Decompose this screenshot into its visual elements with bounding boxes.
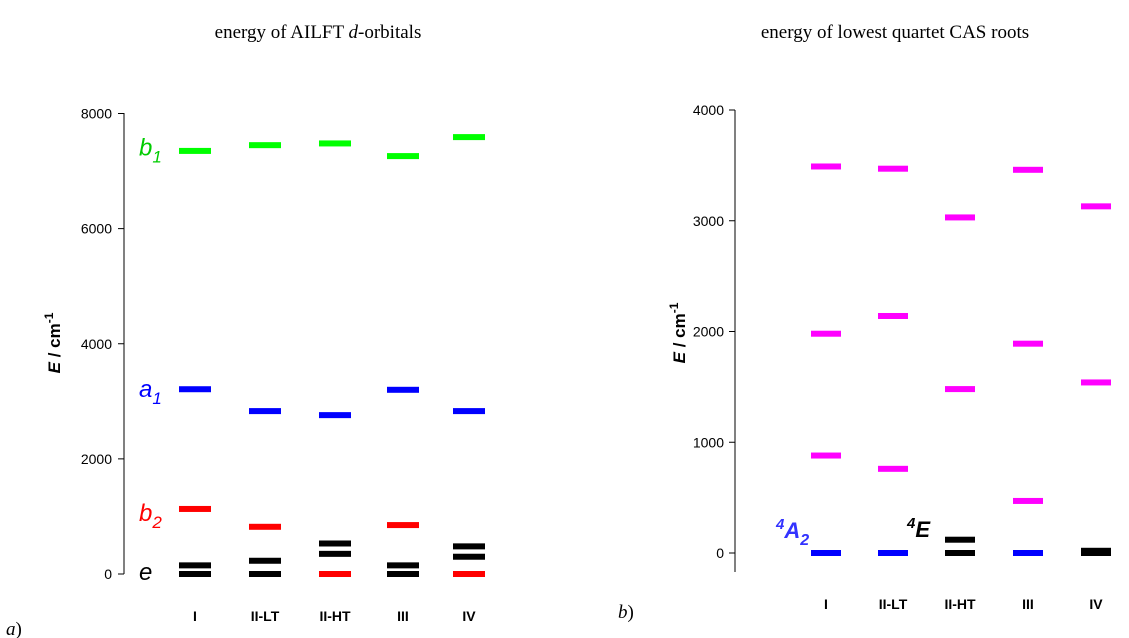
panel-b-label-4A2: 4A2 bbox=[775, 516, 809, 549]
panel-a-level-e bbox=[249, 571, 281, 577]
panel-a-level-e bbox=[179, 562, 211, 569]
panel-a-label-b2: b2 bbox=[139, 500, 162, 532]
panel-a-level-e bbox=[319, 540, 351, 547]
panel-a-y-label: E / cm-1 bbox=[42, 312, 64, 373]
panel-b-level-excited bbox=[1081, 203, 1111, 210]
panel-a-x-category-label: IV bbox=[462, 608, 476, 624]
panel-a-level-b2 bbox=[319, 571, 351, 577]
panel-a-level-e bbox=[453, 543, 485, 550]
panel-a-y-tick-label: 4000 bbox=[81, 336, 112, 352]
panel-a-level-b1 bbox=[179, 147, 211, 154]
panel-b-level-4E bbox=[945, 550, 975, 556]
panel-a-level-a1 bbox=[387, 386, 419, 393]
panel-b-level-excited bbox=[878, 465, 908, 472]
panel-b-level-excited bbox=[878, 312, 908, 319]
panel-a-level-e bbox=[387, 571, 419, 577]
panel-b-y-tick-label: 0 bbox=[716, 545, 724, 561]
panel-b-level-excited bbox=[1013, 166, 1043, 173]
panel-b-level-excited bbox=[878, 165, 908, 172]
panel-b-level-4A2 bbox=[878, 550, 908, 556]
panel-b-level-excited bbox=[1013, 340, 1043, 347]
panel-a-level-e bbox=[453, 553, 485, 560]
panel-b-x-category-label: III bbox=[1022, 596, 1034, 612]
panel-b-level-excited bbox=[945, 386, 975, 393]
panel-a-label-e: e bbox=[139, 559, 152, 586]
panel-b-title: energy of lowest quartet CAS roots bbox=[761, 22, 1029, 43]
panel-a-level-e bbox=[179, 571, 211, 577]
panel-b-level-excited bbox=[811, 330, 841, 337]
panel-a-x-category-label: II-LT bbox=[251, 608, 280, 624]
panel-b-x-category-label: I bbox=[824, 596, 828, 612]
panel-a-level-b2 bbox=[453, 571, 485, 577]
panel-a-chart: energy of AILFT d-orbitals 0 2000 4000 6000… bbox=[6, 22, 485, 638]
panel-b-label: b) bbox=[618, 602, 634, 623]
panel-a-y-tick-label: 6000 bbox=[81, 221, 112, 237]
panel-b-y-tick-label: 4000 bbox=[693, 102, 724, 118]
panel-a-y-tick-label: 2000 bbox=[81, 451, 112, 467]
panel-a-level-b2 bbox=[387, 522, 419, 529]
panel-b-level-excited bbox=[811, 452, 841, 459]
panel-a-x-category-label: III bbox=[397, 608, 409, 624]
panel-b-level-excited bbox=[1013, 497, 1043, 504]
panel-b-level-excited bbox=[945, 214, 975, 221]
panel-b-x-category-label: II-LT bbox=[879, 596, 908, 612]
panel-b-y-tick-label: 2000 bbox=[693, 324, 724, 340]
panel-a-title: energy of AILFT d-orbitals bbox=[215, 22, 422, 43]
panel-a-x-category-label: II-HT bbox=[319, 608, 351, 624]
panel-a-level-a1 bbox=[319, 412, 351, 419]
panel-b-level-4E bbox=[945, 536, 975, 543]
panel-a-level-e bbox=[249, 557, 281, 564]
panel-a-level-b1 bbox=[387, 153, 419, 160]
panel-a-label-b1: b1 bbox=[139, 134, 162, 166]
panel-a-level-a1 bbox=[453, 408, 485, 415]
panel-b-level-4A2 bbox=[1013, 550, 1043, 556]
panel-b-level-excited bbox=[811, 163, 841, 170]
panel-a-label: a) bbox=[6, 619, 22, 638]
panel-a-level-b2 bbox=[249, 523, 281, 530]
panel-a-level-e bbox=[319, 550, 351, 557]
panel-a-y-tick-label: 8000 bbox=[81, 106, 112, 122]
panel-b-x-category-label: IV bbox=[1089, 596, 1103, 612]
panel-b-label-4E: 4E bbox=[906, 515, 931, 542]
panel-b-y-label: E / cm-1 bbox=[667, 302, 689, 363]
panel-b-y-tick-label: 3000 bbox=[693, 213, 724, 229]
panel-a-level-a1 bbox=[249, 408, 281, 415]
panel-a-y-tick-label: 0 bbox=[104, 566, 112, 582]
panel-a-label-a1: a1 bbox=[139, 376, 162, 408]
panel-a-level-b1 bbox=[319, 140, 351, 147]
panel-b-y-tick-label: 1000 bbox=[693, 434, 724, 450]
panel-b-level-4E bbox=[1081, 547, 1111, 554]
panel-a-x-category-label: I bbox=[193, 608, 197, 624]
panel-b-level-excited bbox=[1081, 379, 1111, 386]
panel-a-level-a1 bbox=[179, 386, 211, 393]
panel-b-level-4A2 bbox=[811, 550, 841, 556]
panel-a-level-b1 bbox=[249, 142, 281, 149]
panel-b-chart: energy of lowest quartet CAS roots 0 1000… bbox=[618, 22, 1111, 623]
panel-a-level-e bbox=[387, 562, 419, 569]
panel-b-x-category-label: II-HT bbox=[944, 596, 976, 612]
panel-a-level-b2 bbox=[179, 505, 211, 512]
panel-a-level-b1 bbox=[453, 134, 485, 141]
